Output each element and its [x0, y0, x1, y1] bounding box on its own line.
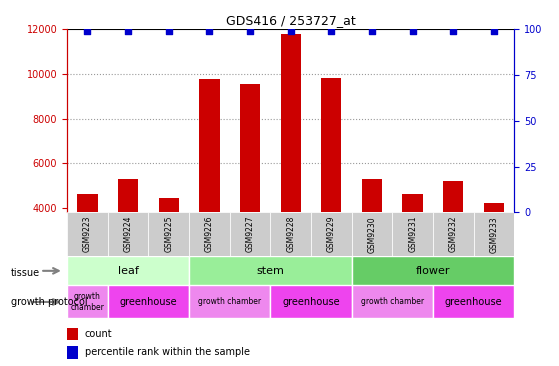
- Text: growth
chamber: growth chamber: [70, 292, 105, 312]
- FancyBboxPatch shape: [189, 212, 230, 256]
- FancyBboxPatch shape: [108, 212, 148, 256]
- Text: GSM9229: GSM9229: [327, 216, 336, 253]
- FancyBboxPatch shape: [311, 212, 352, 256]
- Text: GSM9227: GSM9227: [245, 216, 254, 253]
- FancyBboxPatch shape: [108, 285, 189, 318]
- FancyBboxPatch shape: [230, 212, 271, 256]
- Text: growth protocol: growth protocol: [11, 297, 88, 307]
- Text: GSM9224: GSM9224: [124, 216, 132, 253]
- Bar: [67, 346, 78, 359]
- Bar: [443, 181, 463, 297]
- Point: [164, 28, 173, 34]
- Text: GSM9231: GSM9231: [408, 216, 417, 253]
- Point: [367, 28, 376, 34]
- Title: GDS416 / 253727_at: GDS416 / 253727_at: [226, 14, 356, 27]
- Bar: [159, 198, 179, 297]
- Text: GSM9230: GSM9230: [367, 216, 377, 253]
- Text: percentile rank within the sample: percentile rank within the sample: [85, 347, 250, 358]
- Text: GSM9223: GSM9223: [83, 216, 92, 253]
- Text: growth chamber: growth chamber: [198, 298, 261, 306]
- Bar: [199, 79, 220, 297]
- FancyBboxPatch shape: [67, 285, 108, 318]
- FancyBboxPatch shape: [189, 256, 352, 285]
- Text: greenhouse: greenhouse: [445, 297, 503, 307]
- Bar: [118, 179, 138, 297]
- Text: GSM9225: GSM9225: [164, 216, 173, 253]
- FancyBboxPatch shape: [352, 256, 514, 285]
- FancyBboxPatch shape: [352, 285, 433, 318]
- Point: [286, 28, 295, 34]
- Bar: [67, 328, 78, 340]
- FancyBboxPatch shape: [352, 212, 392, 256]
- Point: [327, 28, 336, 34]
- Text: greenhouse: greenhouse: [120, 297, 177, 307]
- Text: growth chamber: growth chamber: [361, 298, 424, 306]
- Point: [449, 28, 458, 34]
- Text: flower: flower: [416, 266, 450, 276]
- Bar: [77, 194, 98, 297]
- Text: leaf: leaf: [117, 266, 139, 276]
- FancyBboxPatch shape: [189, 285, 271, 318]
- Point: [490, 28, 499, 34]
- FancyBboxPatch shape: [433, 285, 514, 318]
- FancyBboxPatch shape: [271, 212, 311, 256]
- FancyBboxPatch shape: [392, 212, 433, 256]
- Text: greenhouse: greenhouse: [282, 297, 340, 307]
- FancyBboxPatch shape: [148, 212, 189, 256]
- Bar: [484, 203, 504, 297]
- Bar: [402, 194, 423, 297]
- FancyBboxPatch shape: [67, 256, 189, 285]
- Bar: [362, 179, 382, 297]
- Point: [124, 28, 132, 34]
- FancyBboxPatch shape: [271, 285, 352, 318]
- Point: [83, 28, 92, 34]
- Text: GSM9232: GSM9232: [449, 216, 458, 253]
- Point: [408, 28, 417, 34]
- Text: GSM9233: GSM9233: [490, 216, 499, 253]
- Point: [245, 28, 254, 34]
- Bar: [240, 84, 260, 297]
- Text: stem: stem: [257, 266, 285, 276]
- Text: GSM9226: GSM9226: [205, 216, 214, 253]
- Text: tissue: tissue: [11, 268, 40, 278]
- FancyBboxPatch shape: [67, 212, 108, 256]
- Bar: [281, 34, 301, 297]
- Point: [205, 28, 214, 34]
- Text: GSM9228: GSM9228: [286, 216, 295, 253]
- Text: count: count: [85, 329, 112, 339]
- FancyBboxPatch shape: [433, 212, 473, 256]
- FancyBboxPatch shape: [473, 212, 514, 256]
- Bar: [321, 78, 342, 297]
